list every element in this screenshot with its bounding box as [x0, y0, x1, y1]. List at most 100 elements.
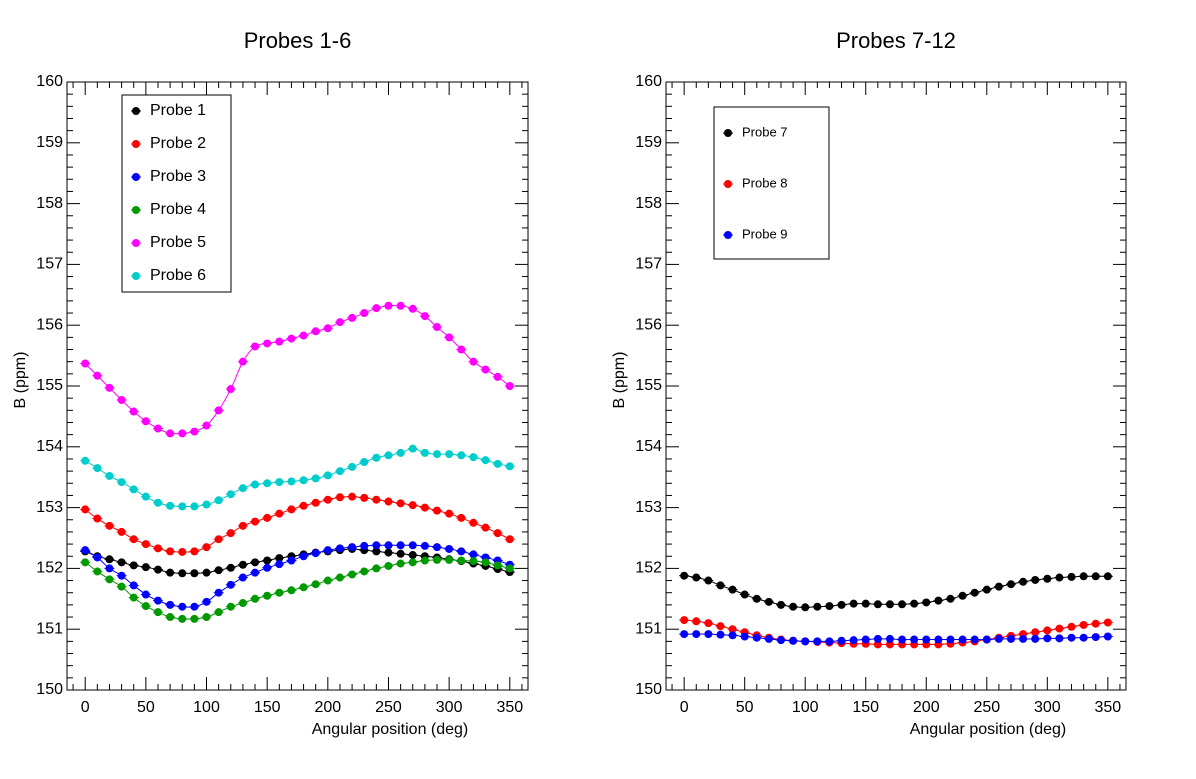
x-tick-label: 50 — [736, 699, 754, 716]
data-point — [1055, 624, 1064, 633]
data-point — [287, 505, 296, 514]
data-point — [680, 630, 689, 639]
data-point — [825, 602, 834, 611]
data-point — [481, 456, 490, 465]
x-axis-label: Angular position (deg) — [910, 721, 1067, 738]
data-point — [153, 565, 162, 574]
data-point — [505, 462, 514, 471]
legend: Probe 1 Probe 2 Probe 3 Probe 4 Probe 5 Probe… — [121, 94, 232, 293]
y-tick-label: 159 — [36, 134, 63, 151]
data-point — [335, 493, 344, 502]
data-point — [457, 513, 466, 522]
data-point — [481, 365, 490, 374]
chart-panel-2: Probes 7-12 150 151 152 153 154 155 156 157 158 15… — [611, 28, 1127, 738]
series-line — [84, 544, 510, 608]
data-point — [1079, 633, 1088, 642]
data-point — [372, 564, 381, 573]
series-3 — [80, 541, 515, 611]
data-point — [372, 304, 381, 313]
data-point — [226, 602, 235, 611]
x-tick-label: 0 — [81, 699, 90, 716]
data-point — [910, 635, 919, 644]
data-point — [360, 309, 369, 318]
data-point — [728, 625, 737, 634]
data-point — [190, 547, 199, 556]
y-axis-label: B (ppm) — [12, 352, 29, 409]
data-point — [251, 517, 260, 526]
data-point — [420, 503, 429, 512]
data-point — [457, 547, 466, 556]
y-tick-label: 155 — [36, 377, 63, 394]
y-tick-label: 159 — [635, 134, 662, 151]
y-tick-label: 150 — [36, 681, 63, 698]
x-tick-label: 150 — [852, 699, 879, 716]
data-point — [190, 427, 199, 436]
series-2 — [80, 492, 515, 556]
y-axis-label: B (ppm) — [611, 352, 628, 409]
data-point — [384, 497, 393, 506]
data-point — [214, 496, 223, 505]
data-point — [166, 568, 175, 577]
data-point — [238, 573, 247, 582]
data-point — [885, 600, 894, 609]
data-point — [348, 570, 357, 579]
data-point — [728, 585, 737, 594]
data-point — [1019, 577, 1028, 586]
data-point — [716, 622, 725, 631]
x-tick-label: 250 — [375, 699, 402, 716]
data-point — [1079, 572, 1088, 581]
data-point — [372, 453, 381, 462]
data-point — [360, 493, 369, 502]
data-point — [885, 640, 894, 649]
data-point — [934, 635, 943, 644]
data-point — [153, 596, 162, 605]
data-point — [287, 477, 296, 486]
data-point — [384, 541, 393, 550]
y-tick-label: 151 — [36, 620, 63, 637]
data-point — [287, 334, 296, 343]
data-point — [433, 506, 442, 515]
data-point — [141, 492, 150, 501]
data-point — [141, 563, 150, 572]
data-point — [493, 529, 502, 538]
data-point — [238, 599, 247, 608]
y-tick-label: 152 — [635, 560, 662, 577]
data-point — [408, 501, 417, 510]
data-point — [311, 474, 320, 483]
data-point — [1091, 572, 1100, 581]
data-point — [396, 499, 405, 508]
data-point — [469, 518, 478, 527]
chart-panel-1: Probes 1-6 150 151 152 153 154 155 156 157 158 159… — [12, 28, 529, 738]
data-point — [777, 636, 785, 645]
data-point — [311, 498, 320, 507]
data-point — [457, 345, 466, 354]
x-tick-label: 100 — [792, 699, 819, 716]
data-point — [299, 331, 308, 340]
data-point — [238, 521, 247, 530]
data-point — [348, 462, 357, 471]
data-point — [81, 558, 90, 567]
y-tick-label: 153 — [635, 499, 662, 516]
series-4 — [80, 555, 515, 623]
data-point — [178, 569, 187, 578]
data-point — [384, 561, 393, 570]
data-point — [275, 509, 284, 518]
data-point — [335, 573, 344, 582]
data-point — [141, 540, 150, 549]
data-point — [360, 458, 369, 466]
data-point — [420, 541, 429, 550]
data-point — [93, 514, 102, 523]
y-tick-label: 155 — [635, 377, 662, 394]
data-point — [469, 357, 478, 366]
chart-title: Probes 7-12 — [836, 28, 956, 53]
data-point — [958, 591, 967, 600]
data-point — [226, 490, 235, 499]
data-point — [263, 591, 272, 600]
data-point — [105, 555, 114, 564]
data-point — [117, 582, 126, 591]
data-point — [1103, 632, 1112, 641]
data-point — [813, 637, 822, 646]
data-point — [445, 509, 454, 518]
data-point — [214, 535, 223, 544]
data-point — [141, 602, 150, 611]
